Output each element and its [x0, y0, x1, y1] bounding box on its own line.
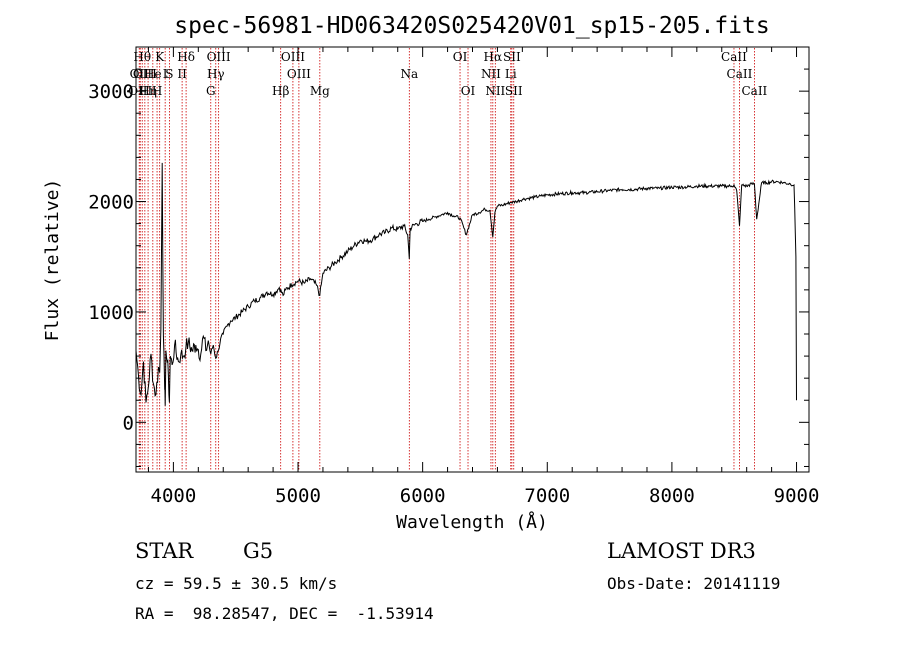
x-axis-label: Wavelength (Å) — [396, 511, 548, 533]
y-tick-label: 1000 — [88, 302, 134, 324]
y-axis-label: Flux (relative) — [42, 179, 63, 342]
line-marker-label: OI — [461, 84, 476, 98]
x-tick-label: 6000 — [400, 485, 446, 507]
line-marker-label: CaII — [727, 67, 753, 81]
line-marker-label: OIII — [207, 50, 231, 64]
line-marker-label: SII — [505, 84, 523, 98]
line-marker-label: SII — [503, 50, 521, 64]
line-marker-label: S — [165, 67, 173, 81]
object-class: STAR — [135, 539, 194, 563]
redshift-value: cz = 59.5 ± 30.5 km/s — [135, 574, 338, 593]
object-subclass: G5 — [243, 539, 274, 563]
line-marker-label: OIII — [281, 50, 305, 64]
line-markers — [138, 48, 755, 471]
coordinates: RA = 98.28547, DEC = -1.53914 — [135, 604, 434, 623]
x-tick-label: 7000 — [524, 485, 570, 507]
line-marker-label: CaII — [741, 84, 767, 98]
y-tick-label: 3000 — [88, 81, 134, 103]
line-marker-label: K — [155, 50, 165, 64]
axis-ticks: 4000 5000 6000 7000 8000 9000 0 1000 2000 3000 — [88, 46, 820, 507]
line-marker-label: G — [206, 84, 216, 98]
y-tick-label: 0 — [123, 412, 134, 434]
line-marker-label: OIII — [133, 67, 157, 81]
line-marker-label: He — [144, 67, 162, 81]
line-marker-label: OII — [130, 67, 150, 81]
plot-frame — [135, 46, 810, 473]
line-marker-label: Hγ — [207, 67, 225, 81]
line-marker-label: NII — [485, 84, 505, 98]
line-marker-label: I — [163, 67, 168, 81]
line-marker-label: II — [177, 67, 187, 81]
line-marker-label: Na — [400, 67, 418, 81]
x-tick-label: 5000 — [275, 485, 321, 507]
line-marker-label: OIII — [287, 67, 311, 81]
line-marker-label: OI — [453, 50, 468, 64]
x-tick-label: 9000 — [774, 485, 820, 507]
y-tick-label: 2000 — [88, 192, 134, 214]
line-marker-label: H — [152, 84, 162, 98]
chart-title: spec-56981-HD063420S025420V01_sp15-205.f… — [174, 13, 769, 39]
survey-name: LAMOST DR3 — [607, 539, 756, 563]
x-tick-label: 8000 — [649, 485, 695, 507]
line-marker-label: Hδ — [177, 50, 195, 64]
line-marker-label: Mg — [310, 84, 330, 98]
line-marker-label: Hθ — [133, 50, 151, 64]
line-marker-label: NII — [481, 67, 501, 81]
observation-date: Obs-Date: 20141119 — [607, 574, 781, 593]
x-tick-label: 4000 — [151, 485, 197, 507]
spectrum-line — [135, 162, 797, 406]
line-marker-label: Hα — [484, 50, 503, 64]
line-marker-label: CaII — [721, 50, 747, 64]
line-marker-label: Hη — [139, 84, 157, 98]
line-marker-label: Hβ — [272, 84, 289, 98]
line-marker-label: Li — [505, 67, 517, 81]
